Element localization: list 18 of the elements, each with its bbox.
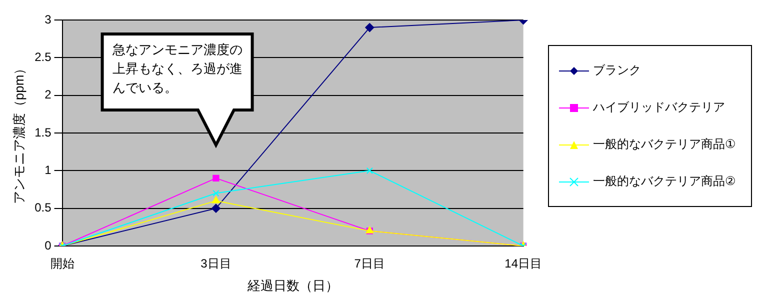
y-tick-label: 1.5 <box>34 125 52 140</box>
x-axis-title: 経過日数（日） <box>246 278 338 293</box>
x-tick-label: 7日目 <box>354 256 385 271</box>
legend-label: 一般的なバクテリア商品① <box>593 136 736 153</box>
annotation: 急なアンモニア濃度の上昇もなく、ろ過が進んでいる。 <box>111 42 242 96</box>
legend-label: ハイブリッドバクテリア <box>593 99 725 116</box>
legend-label: 一般的なバクテリア商品② <box>593 173 736 190</box>
x-tick-label: 開始 <box>50 256 74 271</box>
y-tick-label: 2 <box>44 88 52 102</box>
y-tick-label: 0 <box>44 238 52 252</box>
y-tick-label: 3 <box>44 12 52 26</box>
y-axis-title: アンモニア濃度（ppm） <box>11 62 26 204</box>
y-tick-label: 2.5 <box>34 50 52 64</box>
legend-label: ブランク <box>593 62 641 79</box>
x-tick-label: 14日目 <box>504 256 542 271</box>
y-tick-label: 1 <box>44 162 52 177</box>
y-tick-label: 0.5 <box>34 200 52 215</box>
x-tick-label: 3日目 <box>200 256 232 271</box>
